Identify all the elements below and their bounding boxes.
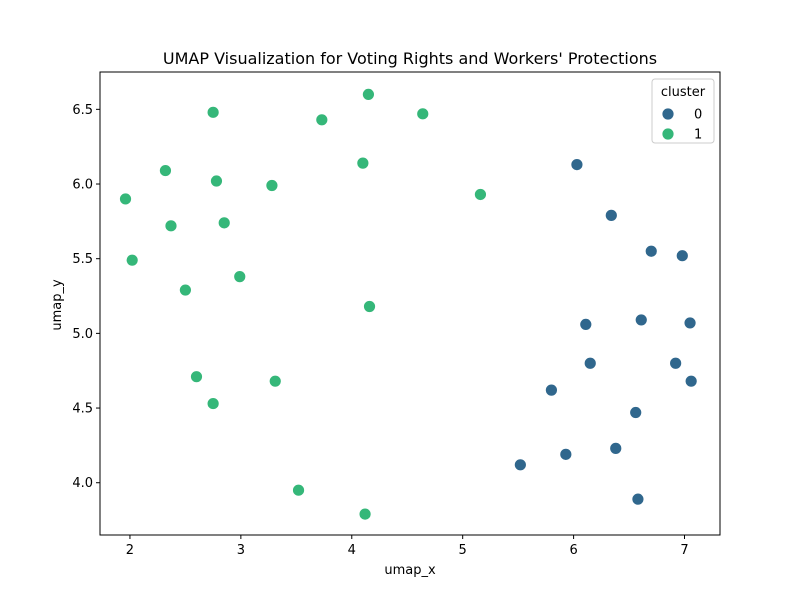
data-point-cluster-1 (210, 174, 223, 188)
data-point-cluster-1 (206, 397, 220, 410)
x-tick-label: 4 (348, 543, 356, 558)
x-tick-label: 5 (459, 543, 467, 558)
x-tick-label: 6 (569, 543, 577, 558)
data-point-cluster-1 (265, 179, 279, 192)
x-tick-label: 2 (126, 543, 134, 558)
x-axis-label: umap_x (384, 563, 436, 578)
data-point-cluster-0 (579, 318, 593, 331)
x-tick-label: 7 (680, 543, 688, 558)
data-points (119, 88, 698, 521)
data-point-cluster-1 (206, 105, 220, 119)
data-point-cluster-0 (559, 447, 573, 461)
y-tick-label: 4.0 (72, 476, 93, 491)
legend-box (651, 78, 715, 144)
data-point-cluster-0 (570, 158, 584, 172)
y-tick-label: 6.0 (72, 178, 93, 193)
data-point-cluster-0 (631, 492, 645, 506)
y-axis-label: umap_y (50, 279, 65, 331)
legend-label: 0 (694, 108, 702, 123)
data-point-cluster-1 (233, 270, 247, 284)
data-point-cluster-1 (217, 216, 231, 230)
x-tick-label: 3 (237, 543, 245, 558)
data-point-cluster-0 (634, 313, 648, 327)
data-point-cluster-0 (583, 356, 597, 370)
data-point-cluster-1 (315, 113, 329, 127)
data-point-cluster-1 (179, 283, 192, 297)
y-tick-label: 5.5 (72, 252, 93, 267)
x-axis: 2 3 4 5 6 7 (126, 535, 689, 558)
data-point-cluster-1 (125, 253, 139, 267)
y-axis: 4.0 4.5 5.0 5.5 6.0 6.5 (72, 103, 100, 491)
legend-title: cluster (661, 85, 706, 100)
legend-marker (661, 127, 675, 141)
data-point-cluster-0 (675, 249, 689, 263)
data-point-cluster-0 (604, 208, 618, 222)
data-point-cluster-1 (164, 219, 178, 233)
data-point-cluster-0 (684, 374, 698, 388)
data-point-cluster-1 (268, 374, 282, 388)
data-point-cluster-1 (416, 107, 430, 121)
data-point-cluster-0 (669, 356, 683, 370)
plot-frame (99, 71, 721, 536)
data-point-cluster-1 (292, 483, 305, 497)
data-point-cluster-1 (474, 188, 487, 201)
y-tick-label: 5.0 (72, 327, 93, 342)
data-point-cluster-1 (356, 156, 370, 170)
y-tick-label: 6.5 (72, 103, 93, 118)
plot-area (99, 71, 721, 536)
legend: cluster 0 1 (651, 78, 715, 144)
data-point-cluster-0 (513, 458, 527, 472)
data-point-cluster-1 (358, 507, 372, 521)
data-point-cluster-1 (190, 370, 203, 384)
data-point-cluster-0 (683, 316, 697, 330)
data-point-cluster-1 (119, 192, 132, 206)
legend-label: 1 (694, 128, 702, 143)
legend-marker (661, 107, 675, 121)
data-point-cluster-0 (629, 406, 643, 419)
y-tick-label: 4.5 (72, 402, 93, 417)
data-point-cluster-1 (363, 300, 376, 313)
data-point-cluster-1 (159, 164, 172, 177)
chart-title: UMAP Visualization for Voting Rights and… (163, 49, 657, 68)
data-point-cluster-0 (644, 244, 658, 258)
data-point-cluster-1 (362, 88, 375, 101)
data-point-cluster-0 (609, 441, 623, 455)
data-point-cluster-0 (545, 383, 558, 397)
